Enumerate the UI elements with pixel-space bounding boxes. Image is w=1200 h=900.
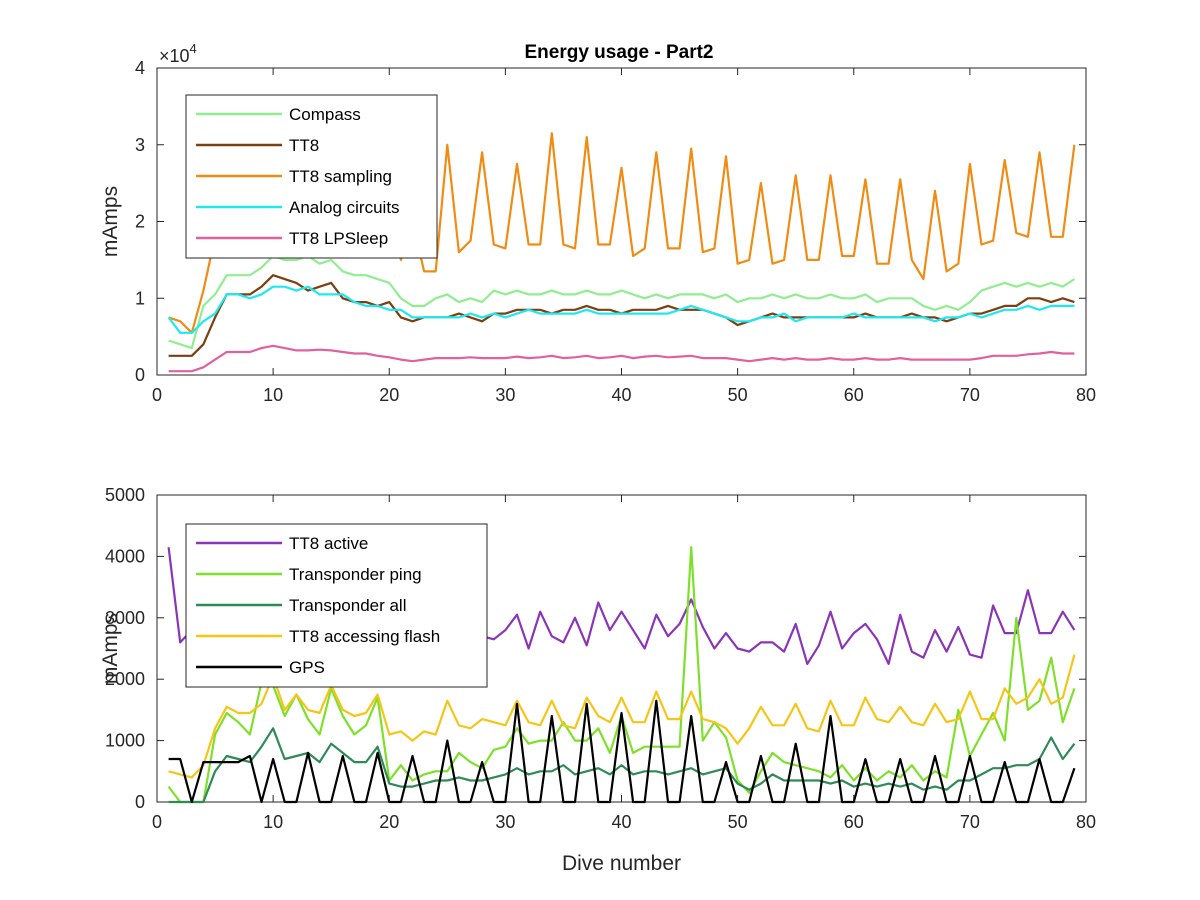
x-tick-label: 30 (495, 812, 515, 832)
legend-label: GPS (289, 658, 325, 677)
series-line-analog-circuits (167, 285, 1075, 334)
x-tick-label: 0 (152, 385, 162, 405)
x-tick-label: 50 (728, 812, 748, 832)
x-tick-label: 70 (960, 385, 980, 405)
series-line-compass (168, 254, 1076, 350)
x-tick-label: 30 (495, 385, 515, 405)
chart-title: Energy usage - Part2 (524, 42, 713, 63)
legend-label: TT8 accessing flash (289, 627, 440, 646)
series-line-tt8-lpsleep (168, 344, 1075, 373)
series-line-transponder-all (168, 727, 1076, 804)
x-tick-label: 50 (728, 385, 748, 405)
legend-label: TT8 LPSleep (289, 229, 388, 248)
x-tick-label: 80 (1076, 385, 1096, 405)
x-tick-label: 10 (263, 385, 283, 405)
y-tick-label: 3000 (105, 608, 145, 628)
top-plot: 0 10 20 30 40 50 60 70 8001234×104mAmpsCompassTT… (99, 41, 1096, 405)
x-tick-label: 40 (611, 812, 631, 832)
x-tick-label: 80 (1076, 812, 1096, 832)
x-tick-label: 20 (379, 385, 399, 405)
x-tick-label: 60 (844, 385, 864, 405)
y-tick-label: 3 (135, 135, 145, 155)
y-axis-label: mAmps (99, 613, 122, 684)
y-tick-label: 1 (135, 288, 145, 308)
y-tick-label: 4000 (105, 546, 145, 566)
legend-label: TT8 (289, 136, 319, 155)
y-exponent-label: ×104 (159, 41, 197, 66)
y-exponent-power: 4 (190, 41, 197, 56)
x-axis-label: Dive number (562, 852, 681, 875)
x-tick-label: 0 (152, 812, 162, 832)
legend-label: Transponder all (289, 596, 407, 615)
y-tick-label: 2 (135, 212, 145, 232)
y-axis-label: mAmps (99, 186, 122, 257)
y-exponent-base: ×10 (159, 46, 190, 66)
legend-label: Analog circuits (289, 198, 400, 217)
series-line-gps (168, 699, 1076, 804)
y-tick-label: 4 (135, 58, 145, 78)
bottom-plot: 0 10 20 30 40 50 60 70 80 0 1000 2000 3000 4000 5000 mA… (99, 485, 1096, 875)
legend-label: TT8 sampling (289, 167, 392, 186)
legend-label: Transponder ping (289, 565, 422, 584)
y-tick-label: 1000 (105, 731, 145, 751)
x-tick-label: 70 (960, 812, 980, 832)
y-tick-label: 5000 (105, 485, 145, 505)
x-tick-label: 40 (611, 385, 631, 405)
legend-label: Compass (289, 105, 361, 124)
x-tick-label: 60 (844, 812, 864, 832)
y-tick-label: 0 (135, 792, 145, 812)
series-line-tt8-accessing-flash (168, 654, 1076, 779)
x-tick-label: 10 (263, 812, 283, 832)
legend-label: TT8 active (289, 534, 368, 553)
legend: Compass TT8 TT8 sampling Analog circuits TT8… (185, 94, 438, 259)
x-tick-label: 20 (379, 812, 399, 832)
legend: TT8 active Transponder ping Transponder al… (185, 523, 488, 688)
y-tick-label: 2000 (105, 669, 145, 689)
y-tick-label: 0 (135, 365, 145, 385)
